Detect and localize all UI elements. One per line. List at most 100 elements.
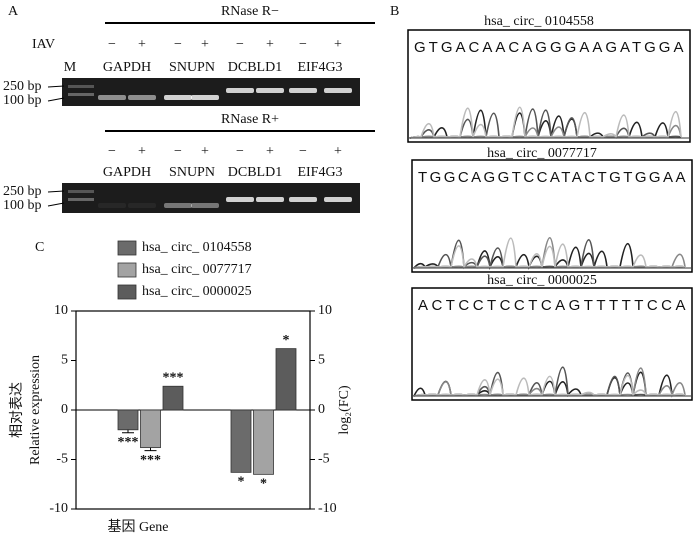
y2-tick-label: 0 bbox=[318, 402, 325, 417]
panel-letter: C bbox=[35, 240, 44, 255]
legend-label: hsa_ circ_ 0104558 bbox=[142, 240, 252, 255]
significance: * bbox=[238, 475, 245, 490]
iav-sign: + bbox=[266, 37, 274, 52]
iav-sign: − bbox=[299, 37, 307, 52]
band bbox=[164, 95, 192, 100]
band bbox=[324, 197, 352, 202]
band bbox=[289, 197, 317, 202]
error-bar bbox=[122, 429, 134, 434]
trace-title: hsa_ circ_ 0104558 bbox=[484, 14, 594, 29]
band bbox=[191, 203, 219, 208]
legend-label: hsa_ circ_ 0077717 bbox=[142, 262, 252, 277]
legend-swatch bbox=[117, 240, 137, 256]
y-tick-label: -5 bbox=[56, 452, 68, 467]
y-tick-label: 0 bbox=[61, 402, 68, 417]
band bbox=[68, 93, 94, 96]
iav-sign: + bbox=[334, 144, 342, 159]
iav-sign: + bbox=[138, 37, 146, 52]
gene-label: GAPDH bbox=[103, 165, 151, 180]
iav-sign: − bbox=[174, 144, 182, 159]
band bbox=[324, 88, 352, 93]
size-label: 250 bp bbox=[3, 184, 42, 199]
band bbox=[256, 197, 284, 202]
gene-label: DCBLD1 bbox=[228, 165, 282, 180]
bar bbox=[162, 385, 184, 411]
y-tick-label: 5 bbox=[61, 353, 68, 368]
band bbox=[191, 95, 219, 100]
size-tick bbox=[47, 190, 65, 193]
band bbox=[164, 203, 192, 208]
trace-box bbox=[411, 159, 693, 273]
iav-sign: − bbox=[299, 144, 307, 159]
size-tick bbox=[47, 202, 65, 207]
band bbox=[128, 203, 156, 208]
y2-tick-label: 10 bbox=[318, 303, 332, 318]
panel-letter: B bbox=[390, 4, 399, 19]
iav-sign: + bbox=[266, 144, 274, 159]
y-tick-label: -10 bbox=[49, 501, 68, 516]
trace-title: hsa_ circ_ 0000025 bbox=[487, 273, 597, 288]
x-axis-label: 基因 Gene bbox=[107, 518, 168, 535]
trace-curve bbox=[409, 106, 682, 140]
band bbox=[226, 88, 254, 93]
iav-sign: − bbox=[108, 144, 116, 159]
iav-sign: + bbox=[201, 37, 209, 52]
y-axis-label: Relative expression bbox=[28, 355, 43, 465]
legend-swatch bbox=[117, 262, 137, 278]
gene-label: SNUPN bbox=[169, 60, 215, 75]
band bbox=[128, 95, 156, 100]
legend-label: hsa_ circ_ 0000025 bbox=[142, 284, 252, 299]
band bbox=[98, 203, 126, 208]
bar bbox=[230, 409, 252, 473]
significance: *** bbox=[163, 370, 184, 385]
condition-label: RNase R+ bbox=[221, 112, 279, 127]
condition-label: RNase R− bbox=[221, 4, 279, 19]
y2-tick-label: -5 bbox=[318, 452, 330, 467]
trace-curve bbox=[413, 237, 686, 270]
y2-tick-label: 5 bbox=[318, 353, 325, 368]
y2-tick-label: -10 bbox=[318, 501, 337, 516]
band bbox=[68, 198, 94, 201]
significance: * bbox=[283, 333, 290, 348]
iav-sign: − bbox=[236, 37, 244, 52]
y-tick-label: 10 bbox=[54, 303, 68, 318]
band bbox=[68, 190, 94, 193]
iav-sign: − bbox=[174, 37, 182, 52]
band bbox=[226, 197, 254, 202]
band bbox=[256, 88, 284, 93]
bar bbox=[117, 409, 139, 431]
iav-sign: − bbox=[236, 144, 244, 159]
panel-letter: A bbox=[8, 4, 19, 19]
marker-label: M bbox=[64, 60, 77, 75]
iav-sign: + bbox=[138, 144, 146, 159]
bar bbox=[275, 348, 297, 411]
iav-sign: + bbox=[201, 144, 209, 159]
gene-label: GAPDH bbox=[103, 60, 151, 75]
gene-label: DCBLD1 bbox=[228, 60, 282, 75]
size-tick bbox=[47, 97, 65, 102]
significance: *** bbox=[118, 435, 139, 450]
band bbox=[98, 95, 126, 100]
bar bbox=[253, 409, 274, 475]
trace-curve bbox=[413, 374, 686, 397]
band bbox=[68, 85, 94, 88]
legend-swatch bbox=[117, 284, 137, 300]
error-bar bbox=[144, 447, 157, 452]
row-label: IAV bbox=[32, 37, 55, 52]
significance: *** bbox=[140, 453, 161, 468]
gene-label: SNUPN bbox=[169, 165, 215, 180]
significance: * bbox=[260, 477, 267, 492]
gene-label: EIF4G3 bbox=[297, 165, 342, 180]
size-tick bbox=[47, 85, 65, 88]
size-label: 100 bp bbox=[3, 93, 42, 108]
sequence: TGGCAGGTCCATACTGTGGAA bbox=[418, 169, 686, 186]
band bbox=[289, 88, 317, 93]
y2-axis-label: log₂(FC) bbox=[337, 385, 352, 435]
trace-title: hsa_ circ_ 0077717 bbox=[487, 146, 597, 161]
size-label: 100 bp bbox=[3, 198, 42, 213]
iav-sign: − bbox=[108, 37, 116, 52]
gene-label: EIF4G3 bbox=[297, 60, 342, 75]
size-label: 250 bp bbox=[3, 79, 42, 94]
bar bbox=[140, 409, 161, 449]
